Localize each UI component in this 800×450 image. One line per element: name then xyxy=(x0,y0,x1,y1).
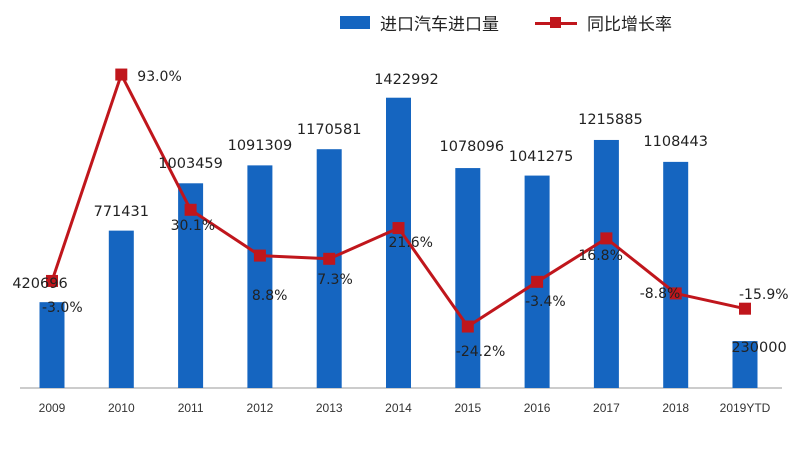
line-marker xyxy=(739,302,751,315)
growth-value-label: 8.8% xyxy=(252,288,288,304)
x-tick-label: 2010 xyxy=(108,401,135,415)
bar xyxy=(386,97,411,389)
x-tick-label: 2013 xyxy=(316,401,343,415)
x-tick-label: 2016 xyxy=(524,401,551,415)
bar-value-label: 1041275 xyxy=(509,149,574,165)
legend-swatch-line xyxy=(535,16,577,30)
x-tick-label: 2012 xyxy=(247,401,274,415)
growth-value-label: -3.0% xyxy=(42,300,83,316)
bar-value-label: 1091309 xyxy=(228,138,293,154)
legend-label-import-volume: 进口汽车进口量 xyxy=(380,15,499,35)
bar xyxy=(39,302,65,388)
x-tick-label: 2011 xyxy=(178,401,204,415)
legend: 进口汽车进口量 同比增长率 xyxy=(340,10,708,35)
legend-item-import-volume: 进口汽车进口量 xyxy=(340,10,499,35)
growth-value-label: 7.3% xyxy=(317,272,353,288)
line-marker xyxy=(115,68,128,81)
line-marker xyxy=(392,222,405,235)
growth-value-label: 21.6% xyxy=(389,235,433,251)
bar-value-label: 1108443 xyxy=(643,134,708,150)
line-marker xyxy=(669,287,682,300)
growth-value-label: -15.9% xyxy=(739,287,789,303)
bar xyxy=(108,230,134,388)
bar xyxy=(663,161,689,388)
line-marker xyxy=(184,203,197,216)
line-marker xyxy=(323,252,336,265)
bar xyxy=(178,183,204,388)
legend-item-growth-rate: 同比增长率 xyxy=(535,10,672,35)
bar xyxy=(247,165,273,388)
line-marker xyxy=(600,232,613,245)
bar-value-label: 771431 xyxy=(94,204,149,220)
bar xyxy=(593,139,619,388)
growth-value-label: 30.1% xyxy=(171,218,215,234)
line-marker xyxy=(46,274,58,287)
bar-value-label: 1422992 xyxy=(374,72,439,88)
growth-value-label: -3.4% xyxy=(525,294,566,310)
growth-value-label: 16.8% xyxy=(578,248,622,264)
x-tick-label: 2015 xyxy=(454,401,481,415)
legend-label-growth-rate: 同比增长率 xyxy=(587,15,672,35)
x-tick-label: 2017 xyxy=(593,401,620,415)
growth-value-label: -24.2% xyxy=(456,344,506,360)
x-tick-label: 2019YTD xyxy=(720,401,771,415)
bar-value-label: 1170581 xyxy=(297,122,362,138)
bar xyxy=(455,168,481,388)
x-tick-label: 2018 xyxy=(662,401,689,415)
line-marker xyxy=(461,320,474,333)
line-marker xyxy=(531,275,544,288)
growth-value-label: 93.0% xyxy=(137,69,181,85)
x-tick-label: 2009 xyxy=(39,401,66,415)
legend-swatch-bar xyxy=(340,16,370,29)
bar-value-label: 1003459 xyxy=(158,156,223,172)
bar-value-label: 1078096 xyxy=(440,139,505,155)
bar-value-label: 420696 xyxy=(12,276,67,292)
x-tick-label: 2014 xyxy=(385,401,412,415)
bar xyxy=(732,341,758,388)
bar-value-label: 230000 xyxy=(731,340,786,356)
bar xyxy=(316,149,342,388)
bar-value-label: 1215885 xyxy=(578,112,643,128)
line-marker xyxy=(253,249,266,262)
growth-value-label: -8.8% xyxy=(640,286,681,302)
